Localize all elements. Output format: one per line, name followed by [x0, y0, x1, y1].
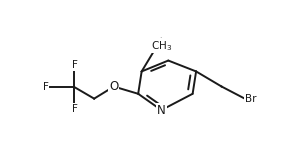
Text: F: F [42, 82, 48, 92]
Text: O: O [109, 80, 118, 93]
Text: F: F [71, 60, 77, 70]
Text: CH$_3$: CH$_3$ [151, 39, 172, 53]
Text: N: N [157, 104, 166, 117]
Text: F: F [71, 104, 77, 114]
Text: Br: Br [245, 94, 256, 104]
